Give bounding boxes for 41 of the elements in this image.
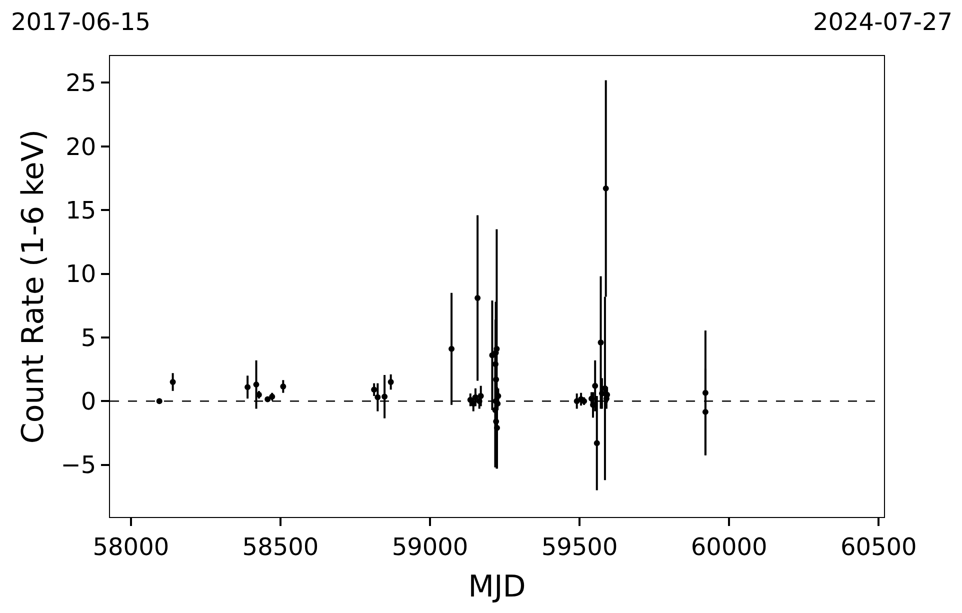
y-tick-label: −5 <box>60 451 96 480</box>
point <box>382 394 388 400</box>
text: 2024-07-27 <box>813 8 952 36</box>
y-tick-label: 25 <box>66 69 96 98</box>
x-tick-label: 60000 <box>690 532 768 561</box>
x-tick-label: 58500 <box>242 532 319 561</box>
text: 2017-06-15 <box>11 8 150 36</box>
point <box>598 340 604 346</box>
point <box>478 393 484 400</box>
x-axis-title: MJD <box>468 569 526 604</box>
point <box>476 398 482 404</box>
point <box>474 294 481 301</box>
y-tick-label: 0 <box>80 388 96 416</box>
x-tick-label: 59000 <box>392 532 468 561</box>
x-tick-label: 59500 <box>541 532 618 561</box>
point <box>280 383 286 390</box>
point <box>492 350 499 356</box>
point <box>448 346 455 352</box>
y-tick-label: 10 <box>66 260 96 288</box>
point <box>374 394 381 400</box>
point <box>592 382 598 389</box>
point <box>492 407 498 414</box>
point <box>371 386 378 393</box>
x-tick-label: 60500 <box>840 532 917 561</box>
point <box>702 408 708 415</box>
y-tick-label: 20 <box>66 132 96 161</box>
y-tick-label: 5 <box>80 324 96 352</box>
point <box>244 384 251 390</box>
x-tick-label: 58000 <box>92 532 170 561</box>
point <box>702 390 708 396</box>
point <box>492 361 498 368</box>
y-axis-title: Count Rate (1-6 keV) <box>16 129 51 444</box>
point <box>594 440 600 446</box>
point <box>472 394 478 400</box>
point <box>602 185 609 192</box>
y-tick-label: 15 <box>66 196 96 224</box>
point <box>588 396 595 402</box>
point <box>170 379 176 386</box>
point <box>388 379 394 386</box>
point <box>253 382 260 388</box>
point <box>494 424 500 431</box>
